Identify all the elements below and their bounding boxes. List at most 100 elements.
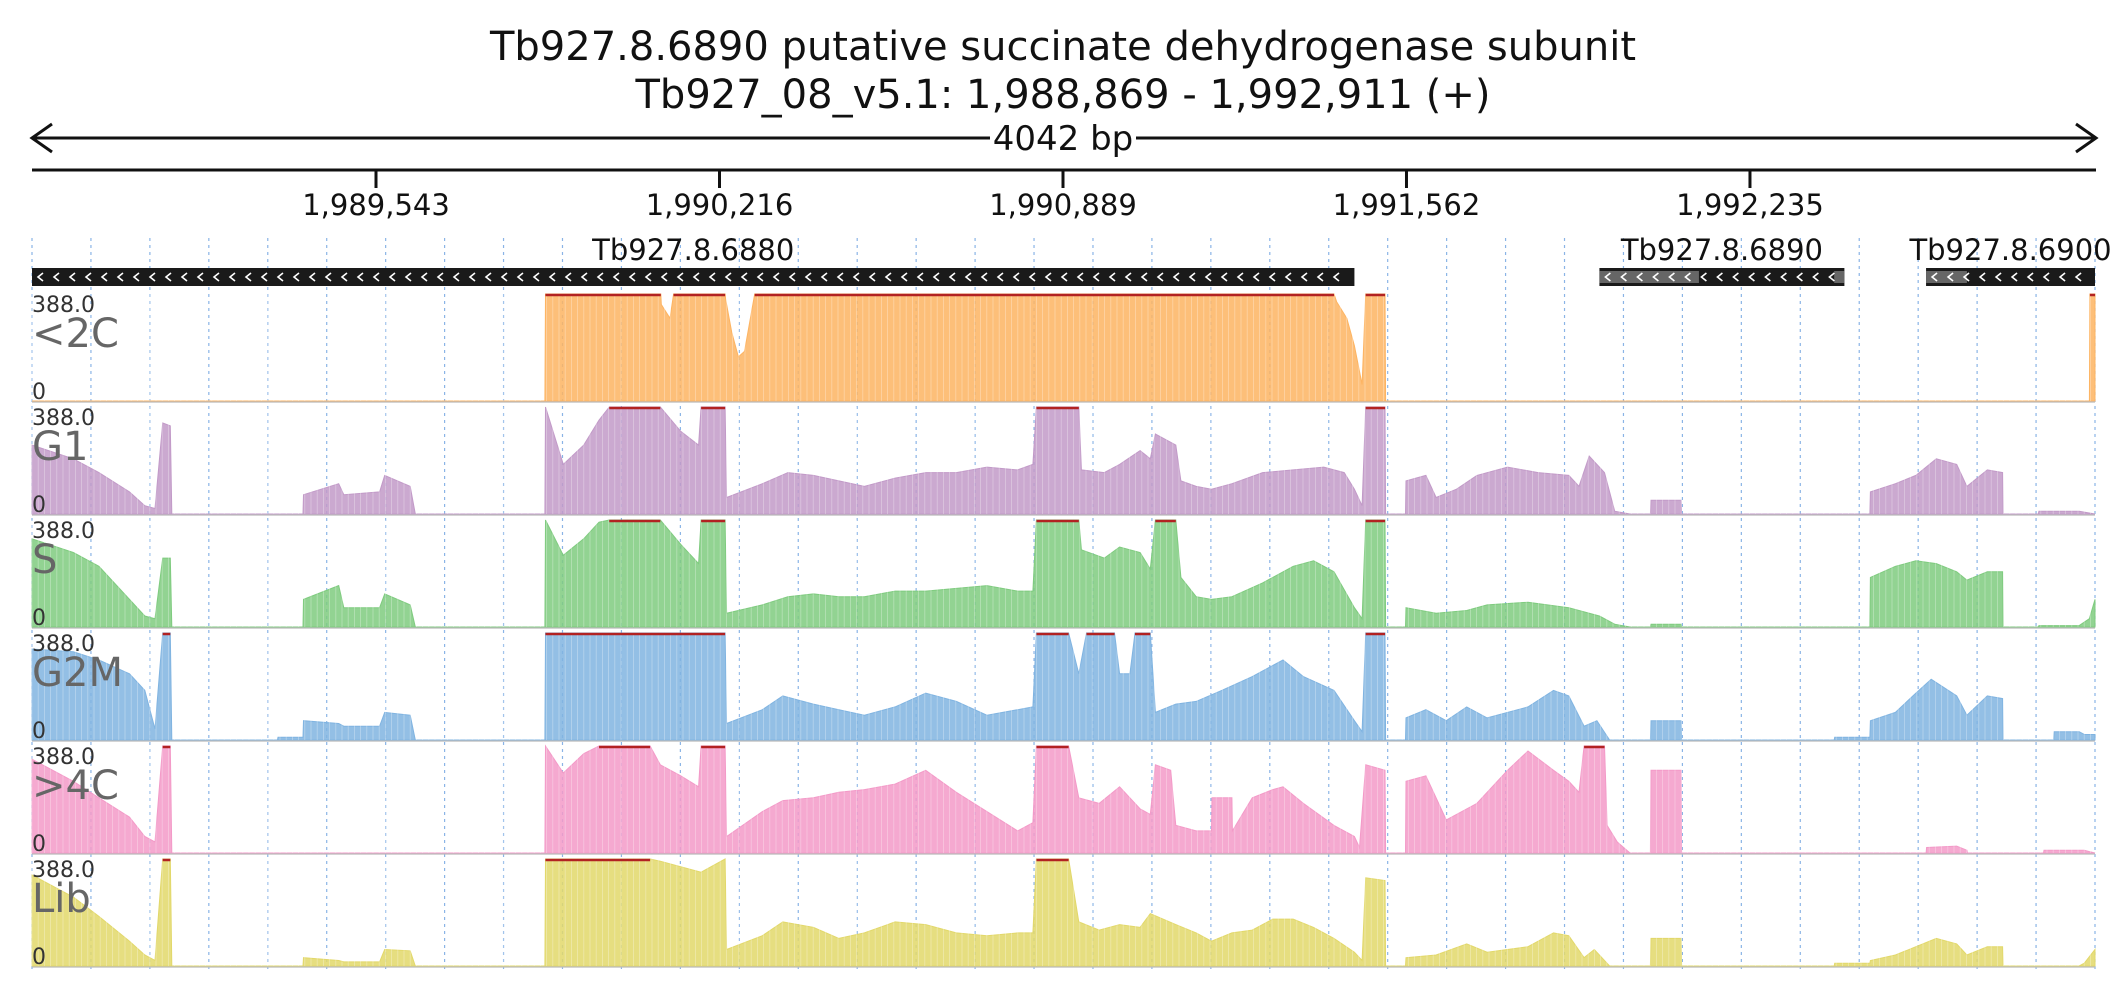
strand-chevron bbox=[1220, 272, 1228, 282]
strand-chevron bbox=[900, 272, 908, 282]
strand-chevron bbox=[532, 272, 540, 282]
strand-chevron bbox=[1652, 272, 1659, 282]
strand-chevron bbox=[1252, 272, 1260, 282]
track-min-label: 0 bbox=[32, 606, 46, 631]
track-min-label: 0 bbox=[32, 945, 46, 970]
track-name: G1 bbox=[32, 424, 88, 470]
span-arrow-right-head bbox=[2075, 122, 2099, 154]
coordinate-axis: 1,989,543 1,990,216 1,990,889 1,991,562 1,99… bbox=[32, 168, 2096, 222]
coverage-track: 388.0 0 G2M bbox=[31, 632, 2096, 744]
axis-tick-label: 1,991,562 bbox=[1333, 188, 1481, 222]
strand-chevron bbox=[1172, 272, 1180, 282]
strand-chevron bbox=[820, 272, 828, 282]
strand-chevron bbox=[1060, 272, 1068, 282]
coverage-bar-texture bbox=[31, 520, 2091, 627]
strand-chevron bbox=[356, 272, 364, 282]
strand-chevron bbox=[404, 272, 412, 282]
span-arrow: 4042 bp bbox=[29, 119, 2099, 159]
strand-chevron bbox=[1716, 272, 1723, 282]
track-name: >4C bbox=[32, 763, 119, 809]
gene-feature[interactable]: Tb927.8.6880 bbox=[32, 233, 1355, 286]
strand-chevron bbox=[1108, 272, 1116, 282]
coverage-track: 388.0 0 G1 bbox=[31, 406, 2096, 518]
strand-chevron bbox=[484, 272, 492, 282]
coverage-track: 388.0 0 Lib bbox=[31, 858, 2096, 970]
gene-annotation-track: Tb927.8.6880 Tb927.8.6890 Tb927.8.6900 bbox=[32, 233, 2112, 286]
gene-feature[interactable]: Tb927.8.6900 bbox=[1908, 233, 2112, 286]
strand-chevron bbox=[68, 272, 76, 282]
strand-chevron bbox=[1076, 272, 1084, 282]
strand-chevron bbox=[436, 272, 444, 282]
gene-label: Tb927.8.6890 bbox=[1620, 233, 1823, 267]
track-name: S bbox=[32, 537, 57, 583]
strand-chevron bbox=[1946, 272, 1954, 282]
coverage-area bbox=[31, 744, 2096, 854]
strand-chevron bbox=[1284, 272, 1292, 282]
strand-chevron bbox=[1140, 272, 1148, 282]
coverage-track: 388.0 0 >4C bbox=[31, 744, 2096, 857]
strand-chevron bbox=[228, 272, 236, 282]
coverage-area bbox=[32, 293, 2096, 402]
strand-chevron bbox=[740, 272, 748, 282]
strand-chevron bbox=[1188, 272, 1196, 282]
strand-chevron bbox=[1828, 272, 1835, 282]
strand-chevron bbox=[1764, 272, 1771, 282]
strand-chevron bbox=[1668, 272, 1675, 282]
strand-chevron bbox=[948, 272, 956, 282]
strand-chevron bbox=[452, 272, 460, 282]
coverage-track: 388.0 0 S bbox=[31, 519, 2096, 631]
strand-chevron bbox=[196, 272, 204, 282]
strand-chevron bbox=[1732, 272, 1739, 282]
strand-chevron bbox=[1268, 272, 1276, 282]
strand-chevron bbox=[132, 272, 140, 282]
strand-chevron bbox=[84, 272, 92, 282]
figure-title-line1: Tb927.8.6890 putative succinate dehydrog… bbox=[489, 24, 1636, 70]
track-min-label: 0 bbox=[32, 832, 46, 857]
strand-chevron bbox=[596, 272, 604, 282]
strand-chevron bbox=[1684, 272, 1691, 282]
strand-chevron bbox=[1780, 272, 1787, 282]
gene-feature[interactable]: Tb927.8.6890 bbox=[1599, 233, 1845, 286]
strand-chevron bbox=[2058, 272, 2066, 282]
strand-chevron bbox=[36, 272, 44, 282]
strand-chevron bbox=[1748, 272, 1755, 282]
strand-chevron bbox=[1044, 272, 1052, 282]
gene-utr bbox=[1834, 271, 1845, 283]
strand-chevron bbox=[1700, 272, 1707, 282]
strand-chevron bbox=[548, 272, 556, 282]
strand-chevron bbox=[276, 272, 284, 282]
strand-chevron bbox=[244, 272, 252, 282]
strand-chevron bbox=[564, 272, 572, 282]
track-min-label: 0 bbox=[32, 380, 46, 405]
strand-chevron bbox=[52, 272, 60, 282]
strand-chevron bbox=[868, 272, 876, 282]
strand-chevron bbox=[148, 272, 156, 282]
coverage-area bbox=[31, 858, 2096, 967]
strand-chevron bbox=[996, 272, 1004, 282]
strand-chevron bbox=[1300, 272, 1308, 282]
strand-chevron bbox=[772, 272, 780, 282]
strand-chevron bbox=[676, 272, 684, 282]
strand-chevron bbox=[420, 272, 428, 282]
strand-chevron bbox=[500, 272, 508, 282]
strand-chevron bbox=[580, 272, 588, 282]
strand-chevron bbox=[852, 272, 860, 282]
strand-chevron bbox=[724, 272, 732, 282]
strand-chevron bbox=[804, 272, 812, 282]
strand-chevron bbox=[340, 272, 348, 282]
span-length-label: 4042 bp bbox=[993, 119, 1134, 159]
track-max-label: 388.0 bbox=[32, 858, 95, 883]
coverage-bar-texture bbox=[31, 633, 2091, 740]
strand-chevron bbox=[660, 272, 668, 282]
strand-chevron bbox=[1620, 272, 1627, 282]
strand-chevron bbox=[1930, 272, 1938, 282]
strand-chevron bbox=[292, 272, 300, 282]
strand-chevron bbox=[1636, 272, 1643, 282]
strand-chevron bbox=[1978, 272, 1986, 282]
strand-chevron bbox=[788, 272, 796, 282]
strand-chevron bbox=[836, 272, 844, 282]
strand-chevron bbox=[2042, 272, 2050, 282]
gene-label: Tb927.8.6900 bbox=[1908, 233, 2111, 267]
coverage-area bbox=[31, 632, 2096, 741]
gene-body bbox=[1926, 268, 2095, 286]
